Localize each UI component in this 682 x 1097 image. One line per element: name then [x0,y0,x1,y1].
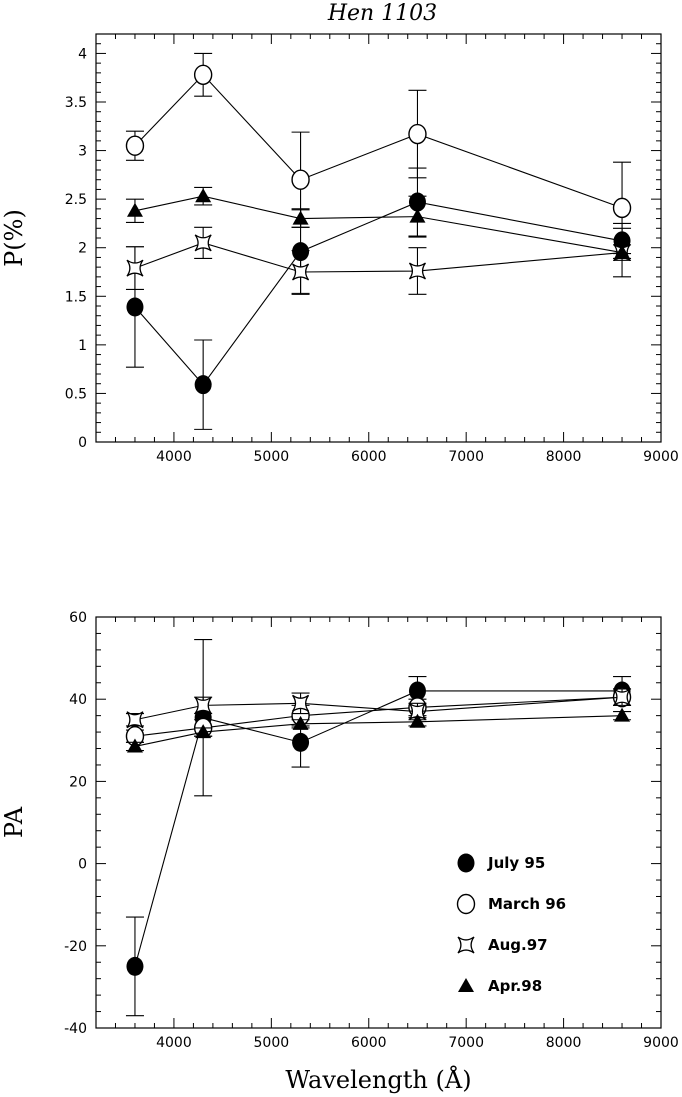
y-tick-label: 2 [78,241,87,257]
x-axis-label: Wavelength (Å) [285,1065,471,1094]
data-point [125,135,145,156]
legend-label: Apr.98 [488,977,542,995]
y-tick-label: 0.5 [65,386,87,402]
legend-marker [457,853,475,873]
series-filled-triangle [125,186,632,261]
data-point [126,711,144,729]
x-tick-label: 6000 [351,449,387,465]
y-tick-label: 3 [78,144,87,160]
x-tick-label: 7000 [448,1035,484,1051]
data-point [193,64,213,86]
data-point [195,724,212,739]
y-tick-label: 0 [78,435,87,451]
x-tick-label: 8000 [546,449,582,465]
data-point [292,694,310,712]
y-tick-label: 1 [78,338,87,354]
legend-label: July 95 [487,854,545,872]
data-point [409,713,426,728]
data-point [292,210,309,225]
x-tick-label: 9000 [643,1035,679,1051]
data-point [612,197,632,219]
y-tick-label: 40 [69,692,87,708]
legend: July 95 March 96 Aug.97 Apr.98 [456,853,566,995]
data-point [614,707,631,722]
data-point [195,188,212,203]
series-filled-circle [125,167,632,430]
data-point [194,375,212,395]
polarization-panel: 4000 5000 6000 7000 8000 9000 0 0.5 1 1.5 2 2.5 3 3.5… [0,1,679,465]
y-tick-label: 60 [69,610,87,626]
data-point [292,715,309,730]
y-tick-label: 4 [78,46,87,62]
series-filled-triangle [125,707,632,753]
data-point [408,262,427,280]
legend-label: March 96 [488,895,566,913]
series-open-circle [125,52,632,255]
data-point [409,208,426,223]
data-point [613,688,631,706]
y-tick-label: -40 [64,1021,87,1037]
data-point [292,263,310,281]
data-point [292,732,310,752]
legend-marker [458,978,474,992]
x-tick-label: 5000 [254,1035,290,1051]
data-point [291,169,310,190]
data-point [194,696,212,714]
x-tick-label: 4000 [156,1035,192,1051]
plot-frame [95,616,662,1029]
y-tick-label: 2.5 [65,192,87,208]
plot-frame [95,33,662,443]
data-point [408,681,426,701]
data-point [194,234,212,252]
series-star [125,226,632,295]
data-point [408,123,427,145]
x-tick-label: 9000 [643,449,679,465]
y-tick-label: 0 [78,857,87,873]
x-tick-label: 4000 [156,449,192,465]
x-tick-label: 5000 [254,449,290,465]
legend-marker [456,893,476,915]
x-tick-label: 6000 [351,1035,387,1051]
data-point [126,956,144,976]
data-point [614,244,631,259]
chart-title: Hen 1103 [327,1,437,26]
y-tick-label: 3.5 [65,95,87,111]
x-tick-label: 7000 [448,449,484,465]
series-filled-circle [125,639,632,1017]
data-point [126,738,143,753]
data-point [408,702,427,721]
y-axis-label: PA [0,806,28,838]
position-angle-panel: 4000 5000 6000 7000 8000 9000 -40 -20 0 20 40 60 PA W… [0,610,679,1094]
data-point [126,297,144,317]
legend-marker [457,936,475,954]
y-axis-label: P(%) [0,209,28,267]
y-tick-label: 1.5 [65,289,87,305]
x-tick-label: 8000 [546,1035,582,1051]
y-tick-label: 20 [69,774,87,790]
legend-label: Aug.97 [488,936,548,954]
y-tick-label: -20 [64,939,87,955]
data-point [126,202,143,217]
data-point [126,259,144,277]
series-line [134,201,623,386]
